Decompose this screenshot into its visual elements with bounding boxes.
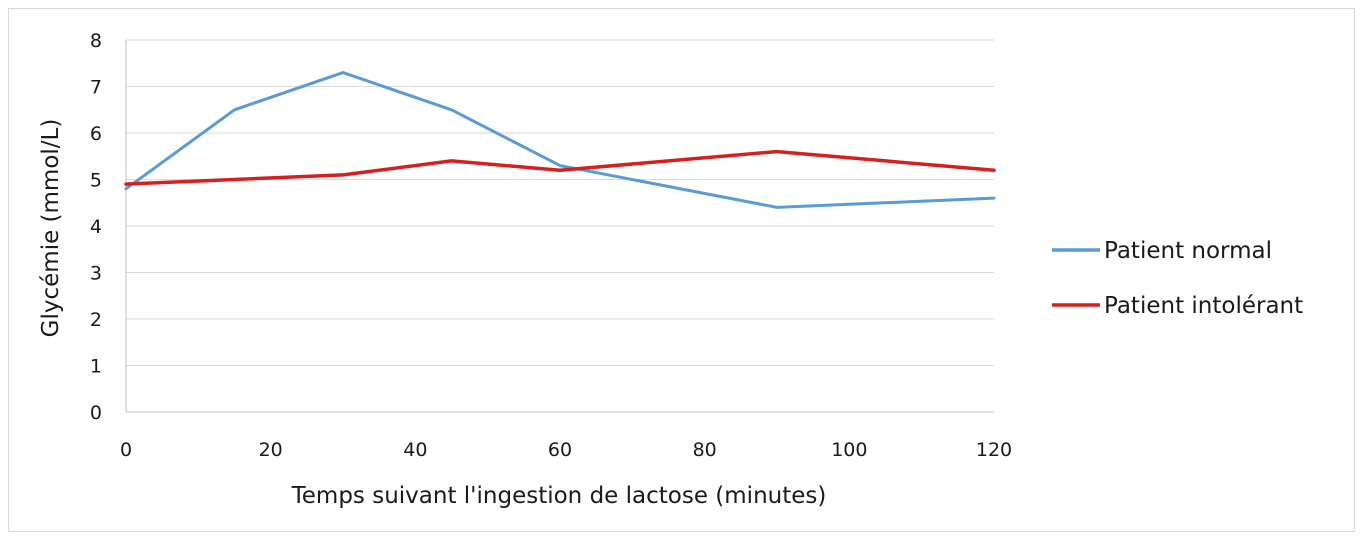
series-line-2 [124, 149, 996, 186]
axes [125, 40, 994, 413]
y-tick-labels: 0 1 2 3 4 5 6 7 8 [90, 30, 102, 424]
y-tick-label: 8 [90, 30, 102, 52]
y-axis-title: Glycémie (mmol/L) [38, 119, 64, 338]
x-tick-label: 0 [120, 439, 132, 461]
y-tick-label: 5 [90, 170, 102, 192]
x-tick-label: 100 [831, 439, 867, 461]
x-axis-title: Temps suivant l'ingestion de lactose (mi… [291, 483, 827, 509]
legend-label: Patient normal [1104, 238, 1272, 264]
x-tick-label: 60 [548, 439, 572, 461]
legend: Patient normal Patient intolérant [1052, 238, 1303, 319]
series-line-1 [124, 71, 996, 209]
legend-label: Patient intolérant [1104, 293, 1303, 319]
x-tick-labels: 0 20 40 60 80 100 120 [120, 439, 1012, 461]
y-tick-label: 2 [90, 309, 102, 331]
y-tick-label: 4 [90, 216, 102, 238]
chart-frame [8, 8, 1355, 532]
series-lines [124, 71, 996, 209]
x-tick-label: 80 [693, 439, 717, 461]
y-tick-label: 0 [90, 402, 102, 424]
y-tick-label: 7 [90, 77, 102, 99]
y-tick-label: 3 [90, 263, 102, 285]
x-tick-label: 120 [976, 439, 1012, 461]
y-tick-label: 6 [90, 123, 102, 145]
x-tick-label: 20 [259, 439, 283, 461]
y-tick-label: 1 [90, 356, 102, 378]
x-tick-label: 40 [403, 439, 427, 461]
